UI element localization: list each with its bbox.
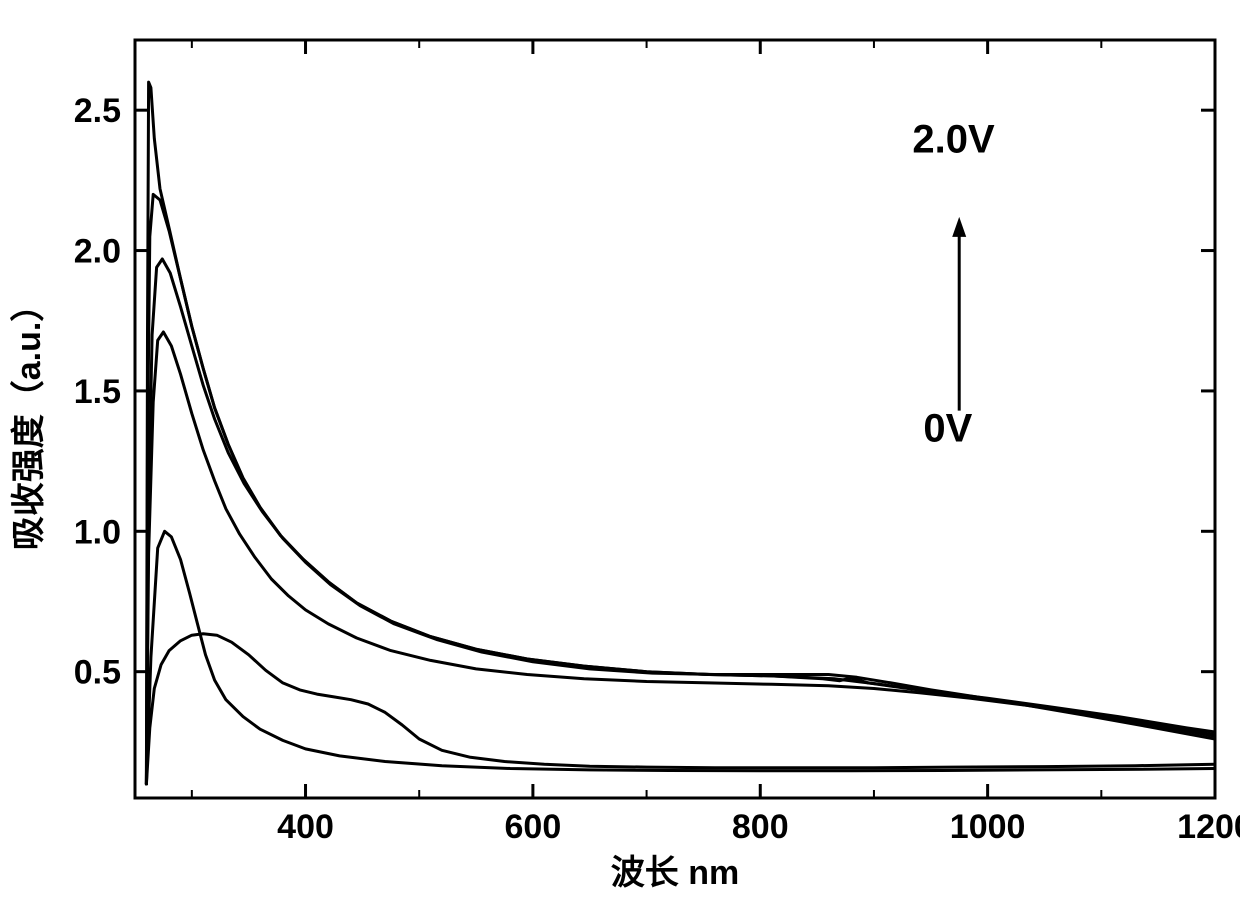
x-tick-label: 1200: [1177, 808, 1240, 846]
curve-high-a: [146, 259, 1215, 784]
curve-0V: [146, 531, 1215, 784]
curve-mid: [146, 332, 1215, 784]
annotation-bottom: 0V: [923, 406, 972, 450]
y-tick-label: 2.5: [74, 92, 121, 130]
y-tick-label: 1.0: [74, 513, 121, 551]
y-tick-label: 2.0: [74, 233, 121, 271]
y-tick-label: 0.5: [74, 654, 121, 692]
x-tick-label: 600: [505, 808, 562, 846]
spectrum-chart: 400 600 800 1000 1200 0.5 1.0 1.5 2.0 2.5 波长 nm 吸收强…: [0, 0, 1240, 908]
curve-2V: [146, 82, 1215, 784]
curve-high-b: [146, 194, 1215, 784]
direction-arrow-head: [952, 217, 966, 237]
x-axis-label: 波长 nm: [611, 854, 739, 892]
x-tick-label: 800: [732, 808, 789, 846]
annotation-top: 2.0V: [912, 117, 995, 161]
x-tick-label: 1000: [950, 808, 1026, 846]
plot-frame: [135, 40, 1215, 798]
x-tick-label: 400: [277, 808, 334, 846]
y-axis-label: 吸收强度（a.u.）: [9, 288, 48, 551]
y-tick-label: 1.5: [74, 373, 121, 411]
